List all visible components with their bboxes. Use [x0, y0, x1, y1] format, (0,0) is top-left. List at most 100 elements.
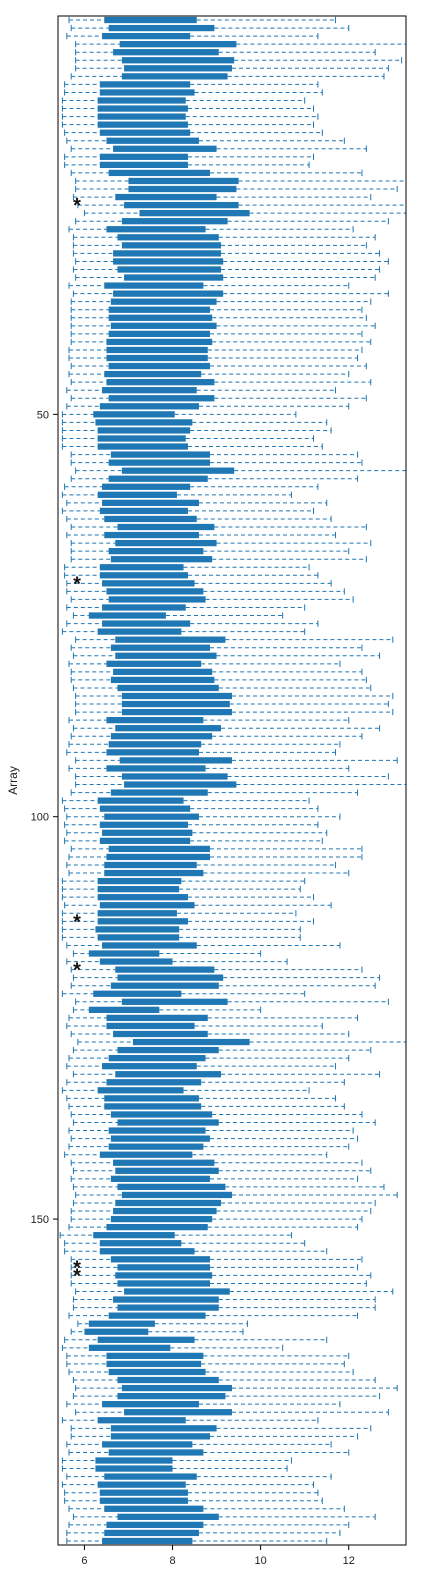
array-box-114 — [61, 926, 301, 933]
array-box-172 — [72, 1392, 381, 1400]
array-box-58 — [70, 475, 359, 482]
iqr-box — [121, 242, 221, 249]
iqr-box — [117, 1046, 219, 1054]
iqr-box — [108, 1312, 206, 1319]
iqr-box — [97, 427, 191, 434]
iqr-box — [115, 539, 217, 547]
array-box-117 — [72, 950, 262, 957]
iqr-box — [115, 966, 215, 973]
array-box-138 — [72, 1119, 376, 1126]
outlier-flag-113: * — [73, 911, 81, 933]
iqr-box — [106, 354, 208, 362]
array-box-92 — [66, 749, 337, 756]
array-box-143 — [70, 1159, 363, 1166]
iqr-box — [117, 974, 224, 981]
iqr-box — [110, 733, 213, 740]
array-box-180 — [61, 1457, 292, 1464]
iqr-box — [106, 1223, 208, 1231]
iqr-box — [121, 467, 235, 474]
iqr-box — [106, 588, 204, 595]
iqr-box — [102, 499, 199, 507]
iqr-box — [110, 1215, 213, 1223]
iqr-box — [132, 1038, 250, 1046]
iqr-box — [108, 1054, 206, 1062]
array-box-62 — [61, 507, 314, 515]
iqr-box — [110, 644, 210, 651]
array-box-185 — [64, 1497, 323, 1504]
array-box-61 — [66, 499, 328, 507]
array-box-55 — [70, 451, 359, 458]
array-box-140 — [70, 1135, 359, 1142]
array-box-94 — [68, 765, 350, 772]
iqr-box — [99, 507, 188, 515]
array-box-20 — [70, 169, 363, 177]
y-tick-label-100: 100 — [31, 812, 49, 824]
iqr-box — [95, 419, 193, 426]
array-box-187 — [72, 1513, 376, 1520]
array-box-162 — [68, 1312, 359, 1319]
iqr-box — [102, 32, 191, 40]
outlier-flag-24: * — [73, 195, 81, 217]
iqr-box — [93, 1232, 175, 1239]
array-box-113 — [61, 918, 314, 925]
array-box-69 — [64, 564, 310, 571]
array-box-37 — [70, 306, 363, 313]
array-box-31 — [75, 258, 389, 265]
array-box-85 — [75, 692, 394, 700]
array-box-23 — [72, 193, 372, 201]
array-box-101 — [64, 821, 319, 828]
iqr-box — [99, 129, 191, 136]
array-box-133 — [66, 1079, 345, 1086]
array-box-184 — [64, 1489, 319, 1496]
array-box-158 — [70, 1280, 367, 1287]
iqr-box — [110, 1425, 217, 1432]
iqr-box — [99, 958, 173, 965]
array-box-91 — [68, 741, 341, 748]
iqr-box — [121, 773, 228, 780]
iqr-box — [99, 153, 188, 160]
array-box-106 — [66, 861, 337, 869]
iqr-box — [106, 749, 199, 756]
array-box-96 — [75, 781, 407, 788]
array-box-105 — [68, 853, 363, 861]
iqr-box — [99, 564, 184, 571]
array-box-21 — [75, 177, 407, 185]
iqr-box — [106, 346, 208, 354]
array-box-186 — [68, 1505, 345, 1512]
array-box-151 — [68, 1223, 359, 1231]
iqr-box — [97, 1481, 186, 1488]
iqr-box — [108, 1449, 204, 1456]
array-box-1 — [68, 16, 337, 24]
iqr-box — [110, 1135, 210, 1142]
iqr-box — [108, 306, 210, 313]
array-box-179 — [68, 1449, 350, 1456]
array-box-146 — [72, 1183, 385, 1191]
iqr-box — [117, 1280, 210, 1287]
y-tick-label-150: 150 — [31, 1214, 49, 1226]
array-box-125 — [68, 1014, 359, 1022]
iqr-box — [108, 169, 210, 177]
array-box-17 — [70, 145, 367, 152]
iqr-box — [113, 145, 217, 152]
iqr-box — [95, 1457, 173, 1464]
array-box-4 — [75, 41, 407, 48]
iqr-box — [106, 379, 215, 386]
array-box-132 — [72, 1071, 381, 1078]
array-box-12 — [61, 105, 314, 112]
iqr-box — [106, 765, 206, 772]
array-box-102 — [66, 829, 328, 836]
y-tick-label-50: 50 — [37, 409, 49, 421]
iqr-box — [108, 1143, 204, 1150]
iqr-box — [108, 548, 204, 555]
array-box-27 — [68, 226, 354, 233]
outlier-flag-156: * — [73, 1257, 81, 1279]
array-box-10 — [64, 89, 323, 96]
array-box-103 — [64, 837, 323, 844]
array-box-177 — [70, 1433, 359, 1440]
array-box-25 — [83, 210, 407, 217]
x-axis: 6 8 10 12 — [81, 1545, 355, 1567]
iqr-box — [97, 894, 188, 901]
array-box-78 — [75, 636, 394, 643]
iqr-box — [97, 121, 188, 128]
